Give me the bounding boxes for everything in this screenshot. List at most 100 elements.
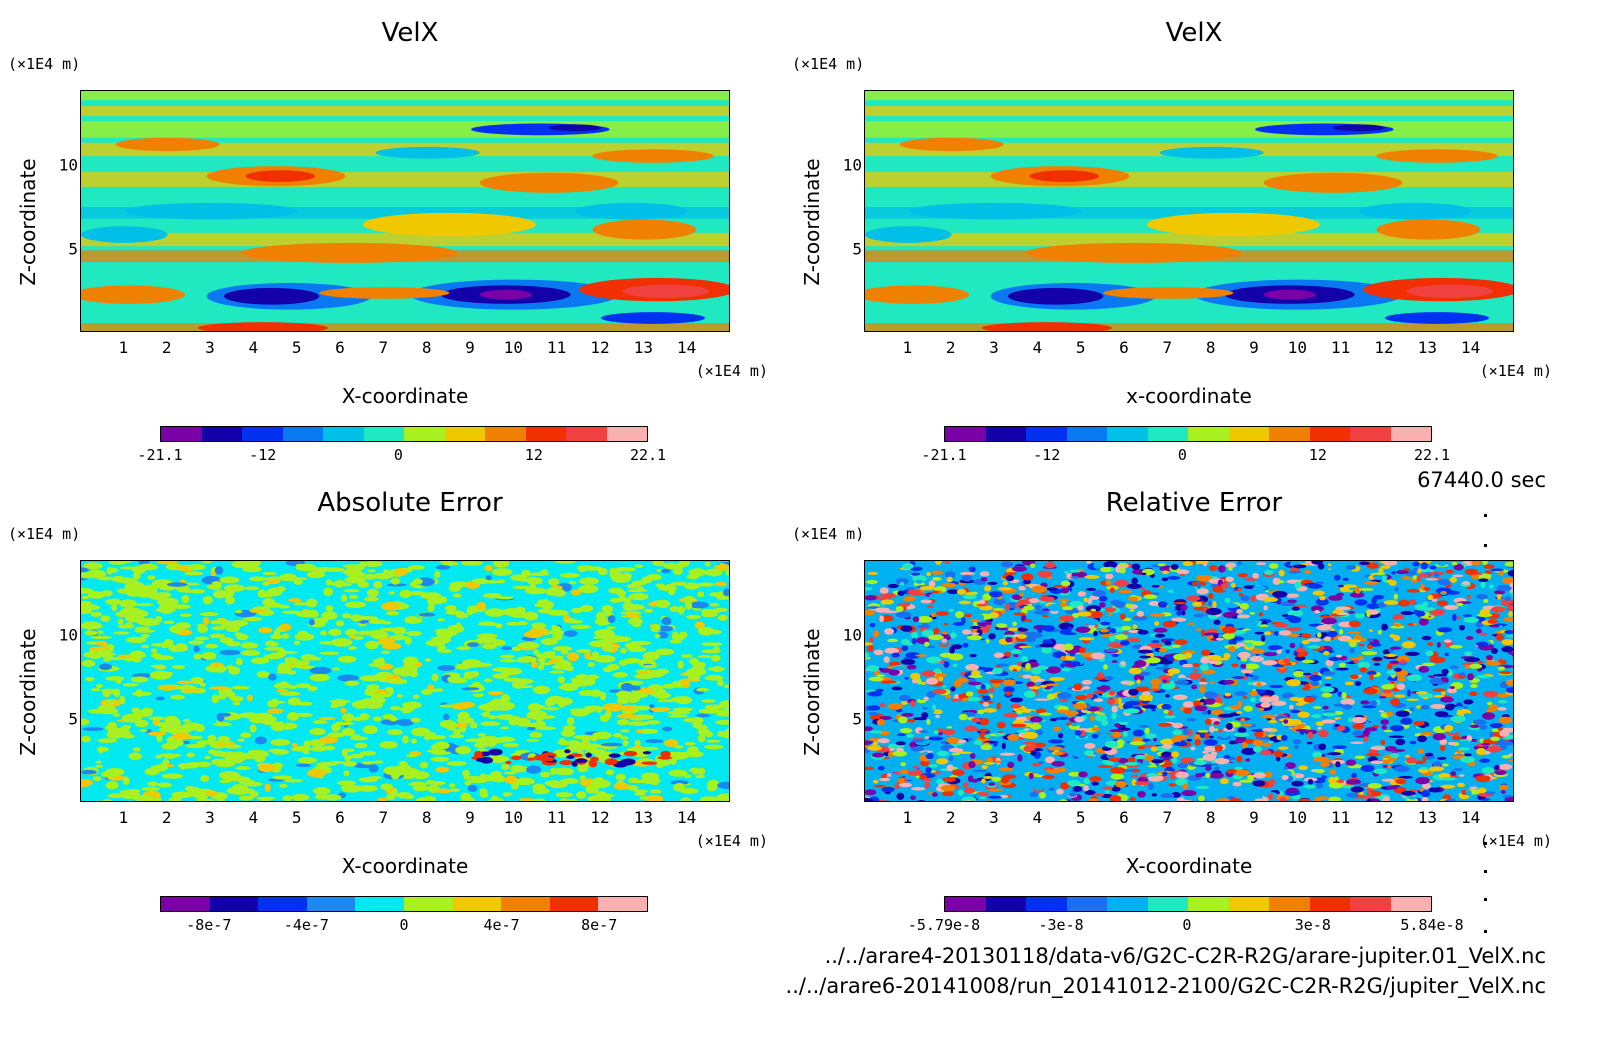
field-speck — [941, 790, 954, 797]
field-speck — [607, 615, 616, 624]
field-band — [81, 106, 729, 117]
field-speck — [282, 795, 293, 801]
field-speck — [1288, 570, 1301, 574]
field-speck — [1145, 733, 1157, 739]
field-speck — [1057, 767, 1067, 773]
field-speck — [672, 566, 683, 576]
field-speck — [1240, 663, 1247, 669]
field-speck — [100, 615, 111, 622]
field-blob — [375, 146, 480, 159]
field-speck — [1002, 634, 1016, 638]
field-speck — [1117, 697, 1122, 705]
field-speck — [1321, 712, 1338, 717]
field-speck — [238, 795, 254, 801]
field-blob — [1029, 170, 1099, 182]
field-speck — [373, 580, 383, 589]
field-speck — [90, 611, 103, 617]
field-speck — [1157, 563, 1167, 567]
field-speck — [1498, 763, 1513, 770]
field-speck — [1444, 652, 1449, 657]
field-speck — [956, 588, 967, 595]
field-speck — [478, 703, 501, 711]
field-speck — [167, 582, 188, 587]
field-speck — [1396, 683, 1406, 690]
field-speck — [683, 582, 701, 590]
field-speck — [542, 707, 560, 711]
field-speck — [1243, 630, 1258, 638]
field-speck — [1129, 609, 1135, 612]
field-speck — [691, 767, 699, 775]
x-tick-label: 4 — [1032, 808, 1043, 827]
field-blob — [1376, 149, 1498, 163]
field-speck — [1108, 642, 1124, 649]
field-speck — [213, 722, 232, 727]
field-speck — [157, 597, 179, 607]
field-speck — [1436, 642, 1442, 648]
field-speck — [1186, 595, 1201, 602]
field-speck — [266, 579, 281, 585]
field-speck — [1109, 795, 1122, 801]
field-speck — [427, 597, 440, 606]
field-speck — [97, 738, 118, 744]
field-speck — [1294, 745, 1299, 750]
field-speck — [866, 746, 882, 751]
field-speck — [150, 664, 166, 669]
field-speck — [168, 797, 183, 801]
field-speck — [557, 676, 565, 684]
field-speck — [1487, 745, 1502, 753]
field-speck — [976, 603, 988, 607]
field-speck — [679, 561, 690, 567]
field-speck — [1137, 790, 1146, 798]
field-speck — [1160, 792, 1175, 799]
field-speck — [1172, 722, 1184, 729]
colorbar-tick-label: -21.1 — [921, 446, 967, 464]
field-speck — [646, 573, 662, 581]
field-speck — [1484, 570, 1493, 574]
field-speck — [1250, 648, 1265, 654]
field-speck — [377, 797, 389, 801]
field-speck — [1172, 729, 1183, 736]
field-speck — [1249, 612, 1256, 615]
field-speck — [1294, 581, 1302, 589]
colorbar-tick-label: -3e-8 — [1038, 916, 1084, 934]
field-speck — [566, 755, 575, 759]
field-speck — [709, 602, 720, 607]
field-speck — [537, 657, 546, 663]
field-speck — [1037, 626, 1043, 634]
field-speck — [1295, 702, 1305, 706]
field-speck — [1134, 686, 1150, 693]
field-speck — [1445, 569, 1454, 574]
field-speck — [328, 628, 342, 637]
field-speck — [1261, 742, 1272, 747]
field-speck — [672, 707, 694, 712]
field-speck — [713, 607, 728, 613]
field-speck — [1103, 561, 1118, 569]
field-speck — [613, 782, 630, 790]
field-speck — [1347, 631, 1361, 634]
field-speck — [1186, 738, 1193, 742]
field-speck — [511, 765, 531, 772]
field-speck — [445, 722, 457, 731]
field-speck — [341, 713, 355, 722]
field-speck — [1505, 679, 1513, 687]
field-speck — [592, 635, 614, 640]
x-tick-label: 2 — [161, 808, 172, 827]
field-speck — [701, 649, 722, 654]
field-speck — [119, 599, 138, 609]
y-ticks: 5 10 — [824, 560, 862, 802]
field-speck — [231, 685, 250, 690]
field-speck — [935, 714, 940, 719]
y-tick-label: 10 — [842, 155, 862, 175]
field-speck — [1158, 756, 1175, 759]
field-speck — [343, 588, 360, 593]
field-speck — [307, 685, 318, 692]
marker-dot — [1484, 514, 1487, 517]
field-speck — [1184, 624, 1198, 632]
field-speck — [911, 638, 917, 645]
field-speck — [171, 604, 192, 610]
field-speck — [1181, 790, 1197, 797]
field-speck — [1072, 785, 1083, 792]
field-speck — [1388, 735, 1405, 738]
field-speck — [1200, 629, 1206, 637]
field-speck — [155, 696, 165, 701]
